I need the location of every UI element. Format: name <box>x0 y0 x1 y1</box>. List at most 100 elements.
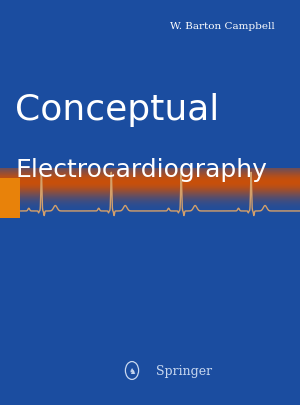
Bar <box>0 176 300 177</box>
Bar <box>0 191 300 192</box>
Bar <box>0 188 300 189</box>
Bar <box>0 194 300 195</box>
Bar <box>0 218 300 219</box>
Bar <box>0 222 300 223</box>
Bar <box>0 188 300 189</box>
Bar <box>0 216 300 217</box>
Bar <box>0 184 300 185</box>
Bar <box>0 178 20 219</box>
Bar <box>0 201 300 202</box>
Bar <box>0 226 300 227</box>
Bar <box>0 169 300 170</box>
Bar <box>0 174 300 175</box>
Bar <box>0 216 300 217</box>
Bar <box>0 215 300 216</box>
Bar <box>0 194 300 195</box>
Bar <box>0 220 300 221</box>
Bar <box>0 179 300 180</box>
Bar <box>0 170 300 171</box>
Bar <box>0 195 300 196</box>
Bar <box>0 191 300 192</box>
Bar <box>0 218 300 219</box>
Bar <box>0 211 300 212</box>
Text: Springer: Springer <box>156 364 212 377</box>
Bar <box>0 224 300 225</box>
Bar <box>0 175 300 176</box>
Bar <box>0 226 300 227</box>
Bar <box>0 228 300 229</box>
Bar <box>0 201 300 202</box>
Bar <box>0 223 300 224</box>
Bar <box>0 174 300 175</box>
Bar <box>0 175 300 176</box>
Bar <box>0 202 300 203</box>
Text: W. Barton Campbell: W. Barton Campbell <box>169 22 274 31</box>
Bar <box>0 179 300 180</box>
Bar <box>0 213 300 214</box>
Bar <box>0 193 300 194</box>
Bar <box>0 184 300 185</box>
Bar <box>0 180 300 181</box>
Bar <box>0 173 300 174</box>
Bar <box>0 187 300 188</box>
Bar <box>0 172 300 173</box>
Bar <box>0 221 300 222</box>
Bar <box>0 222 300 223</box>
Bar <box>0 176 300 177</box>
Bar <box>0 206 300 207</box>
Bar <box>0 197 300 198</box>
Bar <box>0 198 300 199</box>
Bar <box>0 176 300 177</box>
Bar <box>0 171 300 172</box>
Bar <box>0 203 300 204</box>
Bar <box>0 205 300 206</box>
Bar <box>0 178 300 179</box>
Text: ♞: ♞ <box>128 366 136 375</box>
Bar <box>0 183 300 184</box>
Bar <box>0 180 300 181</box>
Bar <box>0 202 300 203</box>
Bar <box>0 169 300 170</box>
Bar <box>0 196 300 197</box>
Bar <box>0 203 300 204</box>
Bar <box>0 190 300 191</box>
Bar <box>0 201 300 202</box>
Bar <box>0 210 300 211</box>
Bar <box>0 209 300 210</box>
Bar <box>0 182 300 183</box>
Bar <box>0 207 300 208</box>
Bar <box>0 216 300 217</box>
Bar <box>0 188 300 189</box>
Bar <box>0 227 300 228</box>
Bar <box>0 170 300 171</box>
Bar <box>0 200 300 201</box>
Bar <box>0 187 300 188</box>
Bar <box>0 209 300 210</box>
Bar <box>0 180 300 181</box>
Bar <box>0 177 300 178</box>
Bar <box>0 179 300 180</box>
Bar <box>0 177 300 178</box>
Bar <box>0 218 300 219</box>
Bar <box>0 208 300 209</box>
Bar <box>0 189 300 190</box>
Bar <box>0 195 300 196</box>
Bar <box>0 213 300 214</box>
Bar <box>0 181 300 182</box>
Bar <box>0 195 300 196</box>
Bar <box>0 177 300 178</box>
Bar <box>0 184 300 185</box>
Bar <box>0 172 300 173</box>
Bar <box>0 186 300 187</box>
Bar <box>0 223 300 224</box>
Bar <box>0 220 300 221</box>
Bar <box>0 174 300 175</box>
Bar <box>0 210 300 211</box>
Bar <box>0 197 300 198</box>
Bar <box>0 181 300 182</box>
Bar <box>0 204 300 205</box>
Bar <box>0 212 300 213</box>
Bar <box>0 173 300 174</box>
Bar <box>0 200 300 201</box>
Bar <box>0 220 300 221</box>
